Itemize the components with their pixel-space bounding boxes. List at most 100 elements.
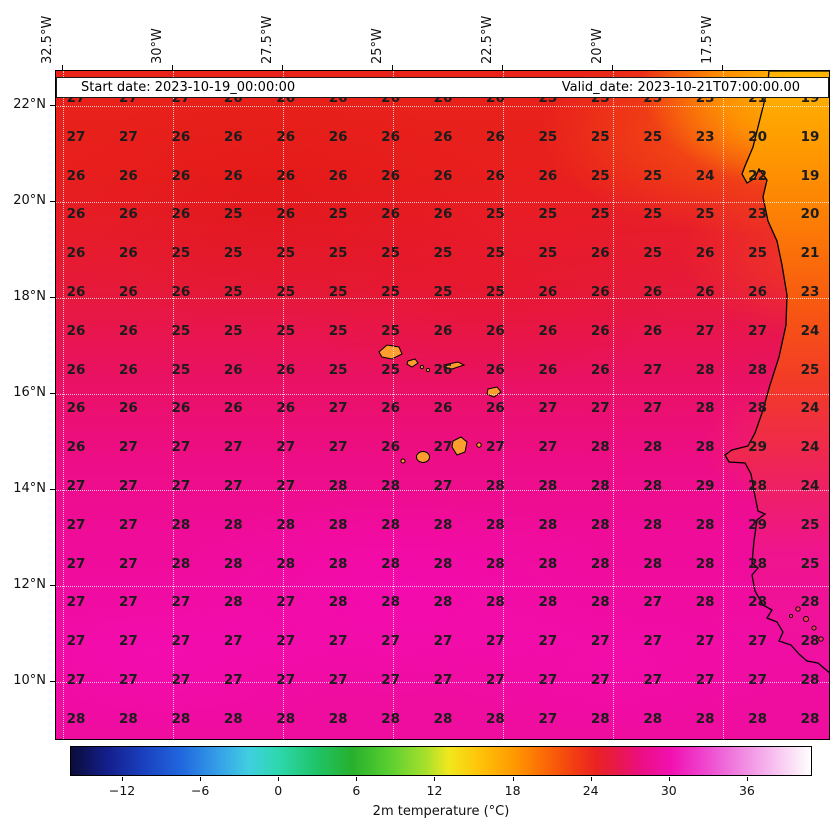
temp-value: 20	[748, 128, 767, 145]
temp-value: 26	[276, 361, 296, 378]
temp-value: 25	[590, 167, 610, 184]
temp-value: 26	[171, 284, 191, 300]
temp-value: 28	[276, 710, 296, 727]
temp-value: 28	[223, 594, 243, 611]
latitude-tick	[50, 585, 55, 586]
temp-value: 27	[171, 439, 191, 456]
temp-value: 28	[486, 710, 505, 727]
temp-value: 27	[538, 710, 558, 727]
temp-value: 28	[590, 478, 610, 494]
temp-value: 26	[381, 400, 400, 417]
temp-value: 27	[328, 439, 348, 456]
temp-value: 26	[66, 322, 86, 339]
temp-value: 28	[171, 516, 191, 533]
temp-value: 25	[695, 206, 715, 223]
temp-value: 27	[119, 555, 138, 572]
temp-value: 27	[486, 672, 505, 688]
temp-value: 28	[538, 555, 558, 572]
temp-value: 25	[381, 284, 400, 300]
temp-value: 25	[643, 128, 663, 145]
temp-value: 25	[800, 361, 820, 378]
temp-value: 25	[800, 516, 820, 533]
temp-value: 28	[643, 555, 663, 572]
colorbar-tick	[434, 777, 436, 781]
temp-value: 24	[800, 322, 820, 339]
temp-value: 26	[276, 128, 296, 145]
temp-value: 26	[66, 167, 86, 184]
temp-value: 22	[748, 167, 767, 184]
temp-value: 25	[223, 245, 243, 262]
temp-value: 27	[643, 594, 663, 611]
longitude-tick-label: 17.5°W	[700, 15, 715, 64]
temp-value: 26	[171, 400, 191, 417]
latitude-tick-label: 22°N	[13, 97, 46, 112]
temp-value: 23	[748, 206, 767, 223]
temp-value: 25	[171, 361, 191, 378]
temp-value: 28	[643, 439, 663, 456]
temp-value: 28	[486, 555, 505, 572]
temp-value: 28	[590, 710, 610, 727]
start-date-text: Start date: 2023-10-19_00:00:00	[81, 80, 296, 95]
temp-value: 28	[643, 516, 663, 533]
temperature-colorbar	[70, 746, 812, 776]
temp-value: 27	[643, 672, 663, 688]
temp-value: 24	[800, 478, 820, 494]
temp-value: 26	[643, 284, 663, 300]
temp-value: 27	[538, 672, 558, 688]
temp-value: 23	[695, 128, 715, 145]
temp-value: 27	[433, 439, 453, 456]
temp-value: 27	[328, 400, 348, 417]
temp-value: 26	[486, 167, 505, 184]
latitude-tick	[50, 105, 55, 106]
temp-value: 26	[328, 167, 348, 184]
temp-value: 25	[381, 361, 400, 378]
temp-value: 23	[800, 284, 820, 300]
temp-value: 28	[276, 555, 296, 572]
temp-value: 27	[486, 633, 505, 650]
temp-value: 25	[171, 322, 191, 339]
colorbar-tick	[590, 777, 592, 781]
longitude-tick-label: 20°W	[590, 28, 605, 64]
coastline-map	[378, 71, 829, 674]
temp-value: 27	[66, 128, 86, 145]
temp-value: 25	[381, 322, 400, 339]
temp-value: 25	[486, 284, 505, 300]
temp-value: 26	[538, 322, 558, 339]
temp-value: 28	[695, 710, 715, 727]
colorbar-tick	[278, 777, 280, 781]
temp-value: 28	[748, 594, 767, 611]
temp-value: 24	[800, 439, 820, 456]
temp-value: 27	[223, 439, 243, 456]
temp-value: 28	[643, 478, 663, 494]
temp-value: 27	[119, 594, 138, 611]
colorbar-tick	[122, 777, 124, 781]
temp-value: 28	[590, 555, 610, 572]
temp-value: 25	[486, 206, 505, 223]
africa-landmass	[724, 71, 829, 674]
temp-value: 26	[381, 167, 400, 184]
temp-value: 27	[486, 439, 505, 456]
longitude-tick	[612, 65, 613, 70]
temp-value: 27	[66, 516, 86, 533]
temp-value: 27	[695, 322, 715, 339]
latitude-tick	[50, 201, 55, 202]
temp-value: 28	[328, 594, 348, 611]
longitude-tick	[172, 65, 173, 70]
longitude-gridline	[393, 71, 394, 739]
temp-value: 26	[66, 245, 86, 262]
temp-value: 28	[119, 710, 138, 727]
temp-value: 28	[695, 439, 715, 456]
temp-value: 29	[695, 478, 715, 494]
temp-value: 28	[381, 594, 400, 611]
temp-value: 28	[695, 516, 715, 533]
temp-value: 27	[119, 439, 138, 456]
colorbar-title: 2m temperature (°C)	[372, 804, 510, 819]
temp-value: 27	[66, 633, 86, 650]
temp-value: 26	[433, 400, 453, 417]
temp-value: 25	[800, 555, 820, 572]
temp-value: 28	[381, 710, 400, 727]
temp-value: 26	[590, 361, 610, 378]
temp-value: 28	[486, 478, 505, 494]
temp-value: 28	[486, 594, 505, 611]
